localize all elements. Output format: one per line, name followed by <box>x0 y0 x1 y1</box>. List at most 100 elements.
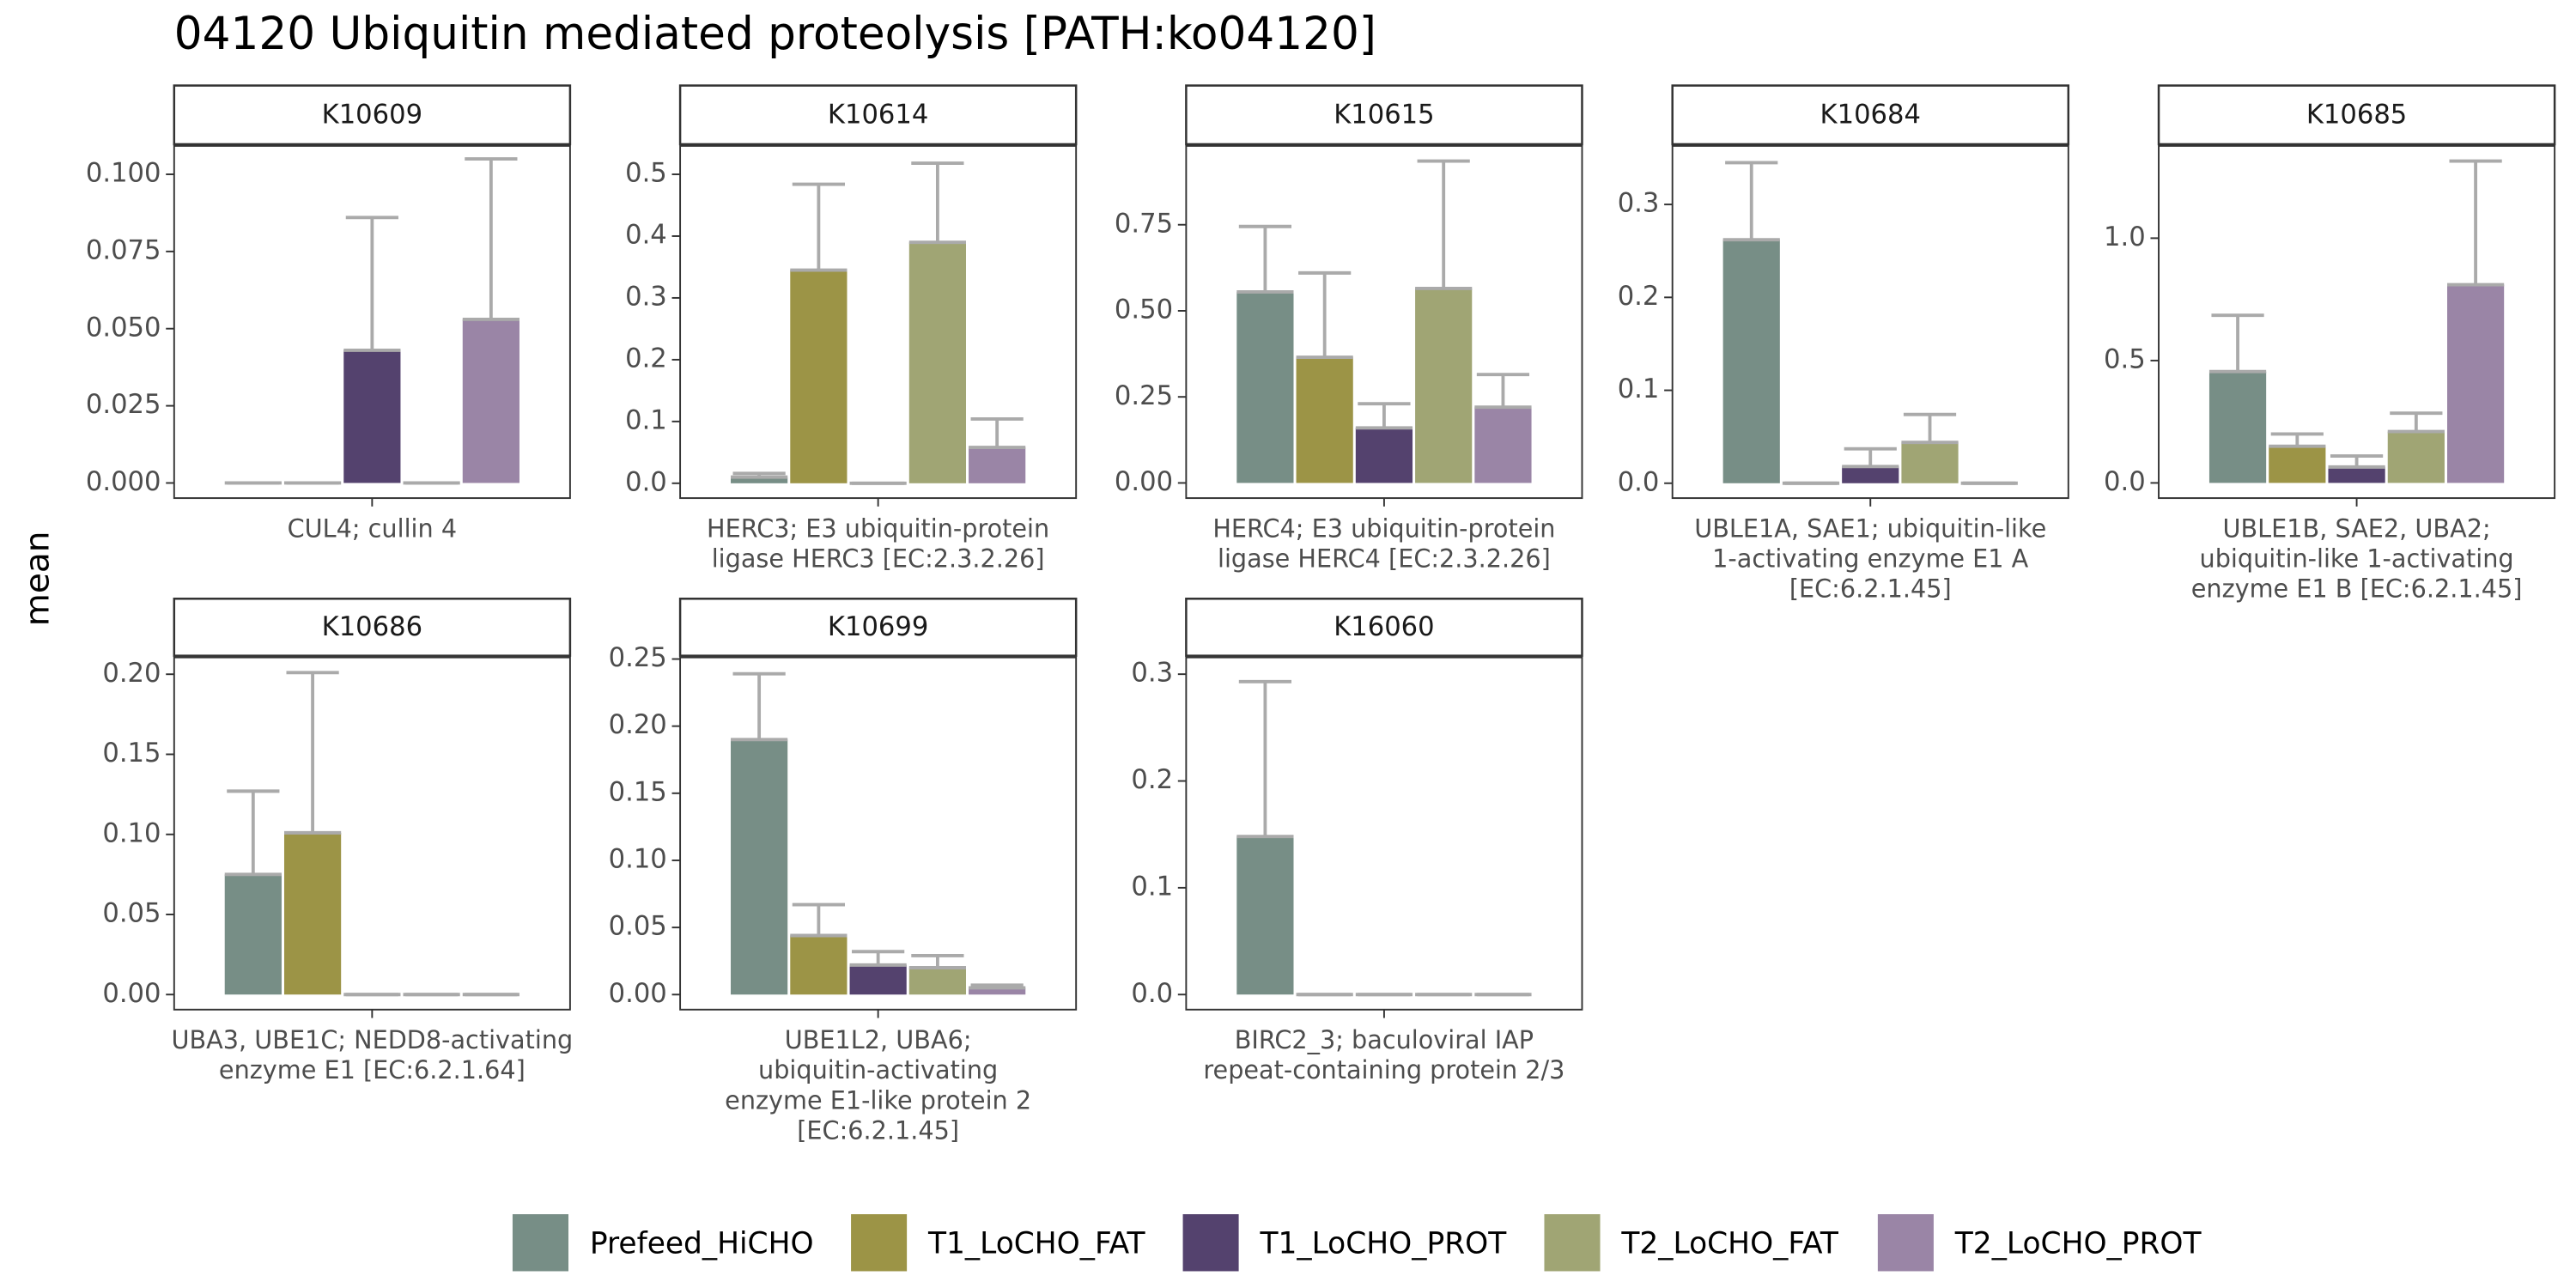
bar <box>1901 442 1959 483</box>
y-tick-label: 0.10 <box>102 817 161 848</box>
error-bar <box>2270 432 2324 447</box>
strip-label: K10685 <box>2306 99 2407 130</box>
strip-label: K10614 <box>828 99 928 130</box>
strip <box>173 84 572 146</box>
y-tick-label: 0.50 <box>1115 294 1173 325</box>
bar <box>2387 431 2445 483</box>
legend-swatch <box>512 1214 568 1272</box>
y-tick-label: 0.05 <box>102 897 161 928</box>
x-label: enzyme E1 [EC:6.2.1.64] <box>219 1055 526 1084</box>
legend-swatch <box>851 1214 908 1272</box>
strip-label: K10609 <box>322 99 422 130</box>
error-bar <box>732 671 786 740</box>
y-tick-label: 0.0 <box>1131 978 1173 1009</box>
legend-label: T2_LoCHO_FAT <box>1620 1226 1838 1261</box>
strip <box>1185 597 1583 657</box>
chart-title: 04120 Ubiquitin mediated proteolysis [PA… <box>174 9 1376 61</box>
y-axis-title: mean <box>19 531 58 626</box>
x-label: UBA3, UBE1C; NEDD8-activating <box>171 1025 573 1054</box>
error-bar <box>465 157 518 319</box>
y-tick-label: 0.15 <box>609 776 667 807</box>
error-bar <box>2390 411 2443 432</box>
error-bar <box>1903 412 1957 443</box>
strip <box>1185 84 1583 146</box>
bar <box>790 935 848 995</box>
y-tick-label: 0.000 <box>86 466 161 497</box>
y-tick-label: 0.05 <box>609 910 667 941</box>
y-tick-label: 0.100 <box>86 157 161 188</box>
y-tick-label: 0.25 <box>609 642 667 673</box>
bar <box>462 319 519 483</box>
y-tick-label: 0.0 <box>1618 466 1660 497</box>
bar <box>969 447 1026 483</box>
x-label: HERC4; E3 ubiquitin-protein <box>1212 513 1555 543</box>
y-tick-label: 0.025 <box>86 389 161 420</box>
x-label: ubiquitin-like 1-activating <box>2200 544 2514 573</box>
y-tick-label: 0.1 <box>625 404 667 435</box>
bar <box>1474 407 1532 483</box>
error-bar <box>1358 402 1411 428</box>
x-label: CUL4; cullin 4 <box>288 513 457 543</box>
bar <box>1415 288 1473 483</box>
error-bar <box>1725 161 1778 240</box>
error-bar <box>911 161 964 243</box>
x-label: enzyme E1-like protein 2 <box>725 1085 1031 1115</box>
y-tick-label: 0.2 <box>1131 764 1173 795</box>
bar <box>908 968 966 995</box>
y-tick-label: 0.20 <box>609 709 667 740</box>
legend-swatch <box>1544 1214 1601 1272</box>
error-bar <box>792 902 845 936</box>
strip-label: K10684 <box>1820 99 1921 130</box>
bar <box>343 349 401 483</box>
y-tick-label: 0.4 <box>625 219 667 250</box>
x-label: 1-activating enzyme E1 A <box>1712 544 2028 573</box>
y-tick-label: 0.0 <box>625 466 667 497</box>
y-tick-label: 0.3 <box>625 281 667 312</box>
bar <box>731 477 788 483</box>
strip-label: K10699 <box>828 611 928 642</box>
bar <box>790 270 848 483</box>
y-tick-label: 0.00 <box>1115 466 1173 497</box>
y-tick-label: 0.2 <box>625 343 667 374</box>
bar <box>2328 466 2385 483</box>
legend-swatch <box>1182 1214 1239 1272</box>
x-label: UBE1L2, UBA6; <box>785 1025 972 1054</box>
error-bar <box>1476 373 1530 408</box>
x-label: HERC3; E3 ubiquitin-protein <box>707 513 1049 543</box>
error-bar <box>1417 159 1470 289</box>
strip <box>678 84 1078 146</box>
bar <box>969 987 1026 995</box>
error-bar <box>286 671 339 833</box>
bar <box>224 874 282 995</box>
x-label: UBLE1A, SAE1; ubiquitin-like <box>1694 513 2046 543</box>
bar <box>1296 357 1353 483</box>
bar <box>283 832 342 995</box>
error-bar <box>2330 454 2384 467</box>
error-bar <box>1844 447 1897 467</box>
error-bar <box>2449 159 2502 285</box>
y-tick-label: 0.25 <box>1115 380 1173 411</box>
y-tick-label: 0.5 <box>2104 343 2146 374</box>
y-tick-label: 0.00 <box>609 978 667 1009</box>
strip <box>1671 84 2070 146</box>
bar <box>1842 466 1899 483</box>
error-bar <box>970 983 1024 988</box>
x-label: [EC:6.2.1.45] <box>797 1115 959 1145</box>
panel <box>679 144 1078 500</box>
y-tick-label: 0.20 <box>102 658 161 689</box>
y-tick-label: 0.075 <box>86 234 161 265</box>
error-bar <box>732 471 786 477</box>
error-bar <box>2211 313 2264 372</box>
strip-label: K16060 <box>1334 611 1434 642</box>
y-tick-label: 0.3 <box>1131 657 1173 688</box>
bar <box>908 242 966 483</box>
legend-label: T2_LoCHO_PROT <box>1954 1226 2202 1261</box>
y-tick-label: 0.75 <box>1115 208 1173 239</box>
error-bar <box>345 216 398 350</box>
x-label: enzyme E1 B [EC:6.2.1.45] <box>2191 574 2523 603</box>
bar <box>731 739 788 995</box>
x-label: BIRC2_3; baculoviral IAP <box>1235 1025 1534 1054</box>
bar <box>2208 371 2267 483</box>
error-bar <box>1238 679 1292 837</box>
legend-label: T1_LoCHO_PROT <box>1259 1226 1507 1261</box>
